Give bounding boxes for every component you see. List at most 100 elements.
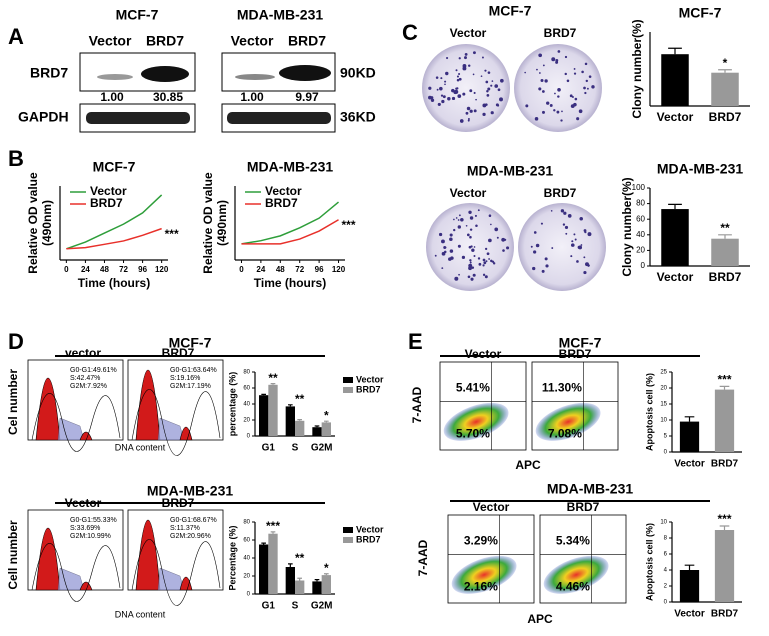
- y-tick-label: 0: [664, 450, 668, 456]
- colony-dot: [469, 235, 472, 239]
- colony-dot: [564, 55, 568, 59]
- g1-peak: [135, 369, 161, 441]
- colony-dot: [544, 257, 548, 261]
- colony-dot: [549, 104, 553, 107]
- colony-dot: [561, 110, 563, 113]
- x-tick-label: BRD7: [709, 270, 742, 284]
- colony-dot: [471, 248, 475, 252]
- annotation: **: [720, 221, 730, 235]
- x-axis-label: DNA content: [115, 442, 166, 452]
- band-ratio: 9.97: [295, 90, 319, 104]
- sample-label: Vector: [465, 347, 502, 361]
- colony-dot: [570, 243, 575, 247]
- colony-dot: [560, 209, 565, 213]
- band-ratio: 30.85: [153, 90, 183, 104]
- chart-title: MCF-7: [679, 5, 722, 21]
- annotation: **: [268, 371, 278, 385]
- error-bar: [297, 577, 302, 581]
- apoptosis: MCF-7 MDA-MB-231 7-AAD 7-AAD APC APC Vec…: [410, 335, 710, 626]
- colony-dot: [462, 64, 467, 68]
- bar: [259, 544, 269, 594]
- error-bar: [668, 47, 682, 55]
- colony-dot: [482, 112, 486, 117]
- colony-dot: [445, 71, 449, 76]
- colony-dot: [534, 117, 539, 121]
- colony-dot: [449, 233, 453, 237]
- colony-dot: [542, 64, 545, 67]
- legend-label: Vector: [265, 184, 302, 198]
- sample-label: BRD7: [559, 347, 592, 361]
- colony-dot: [441, 267, 444, 270]
- colony-dot: [550, 210, 553, 212]
- x-tick-label: 72: [295, 265, 304, 274]
- colony-dot: [482, 273, 486, 276]
- phase-stat: S:19.16%: [170, 375, 200, 382]
- chart-title: MCF-7: [93, 159, 136, 175]
- colony-dot: [454, 89, 459, 94]
- bar: [679, 570, 700, 602]
- y-tick-label: 40: [243, 556, 250, 562]
- colony-dot: [469, 261, 472, 264]
- bar: [711, 72, 739, 106]
- phase-stat: G2M:10.99%: [70, 533, 111, 540]
- colony-dot: [458, 77, 462, 81]
- x-tick-label: 48: [100, 265, 109, 274]
- series-line: [241, 201, 340, 245]
- colony-dot: [480, 75, 483, 77]
- colony-dot: [454, 276, 459, 281]
- colony-dot: [475, 98, 477, 101]
- colony-dot: [486, 252, 490, 256]
- colony-dot: [468, 266, 472, 271]
- colony-dot: [555, 58, 559, 62]
- colony-dot: [458, 57, 461, 60]
- sample-label: vector: [65, 346, 101, 360]
- colony-dot: [466, 106, 471, 111]
- colony-dot: [485, 103, 488, 106]
- colony-dot: [455, 217, 458, 219]
- error-bar: [261, 393, 266, 396]
- x-tick-label: BRD7: [709, 110, 742, 124]
- colony-dot: [457, 244, 461, 248]
- colony-dot: [451, 88, 455, 93]
- x-axis-label: APC: [515, 458, 541, 472]
- quadrant-pct: 5.70%: [456, 426, 490, 440]
- colony-dot: [587, 264, 590, 267]
- section-title: MDA-MB-231: [547, 481, 634, 497]
- phase-stat: S:33.69%: [70, 525, 100, 532]
- colony-dot: [470, 245, 473, 248]
- colony-dot: [447, 97, 451, 101]
- row-label: BRD7: [30, 65, 68, 81]
- x-tick-label: Vector: [674, 609, 705, 620]
- legend-label: Vector: [356, 524, 384, 534]
- s-phase: [57, 417, 85, 441]
- quadrant-pct: 2.16%: [464, 579, 498, 593]
- error-bar: [719, 525, 730, 530]
- colony-dot: [482, 258, 486, 262]
- colony-dot: [486, 90, 489, 93]
- colony-dot: [557, 50, 561, 53]
- x-tick-label: G2M: [311, 443, 333, 454]
- cell-cloud: [543, 555, 609, 594]
- y-axis-label: Cel number: [6, 369, 20, 435]
- colony-dot: [586, 87, 589, 90]
- annotation: ***: [342, 218, 356, 232]
- s-phase: [157, 417, 185, 441]
- colony-dot: [461, 255, 466, 260]
- series-line: [66, 194, 163, 250]
- colony-dot: [574, 238, 577, 241]
- colony-dot: [453, 228, 456, 232]
- colony-dot: [564, 72, 567, 76]
- quadrant-pct: 11.30%: [542, 381, 582, 395]
- colony-dot: [506, 246, 510, 250]
- error-bar: [288, 563, 293, 567]
- x-tick-label: G2M: [311, 601, 333, 612]
- colony-dot: [451, 96, 456, 101]
- colony-dot: [449, 249, 454, 253]
- phase-stat: G2M:7.92%: [70, 383, 107, 390]
- colony-dot: [564, 225, 569, 230]
- y-axis-label: Clony number(%): [620, 177, 634, 276]
- colony-dot: [490, 223, 492, 226]
- y-axis-label: Clony number(%): [630, 19, 644, 118]
- panel-label: A: [8, 24, 24, 49]
